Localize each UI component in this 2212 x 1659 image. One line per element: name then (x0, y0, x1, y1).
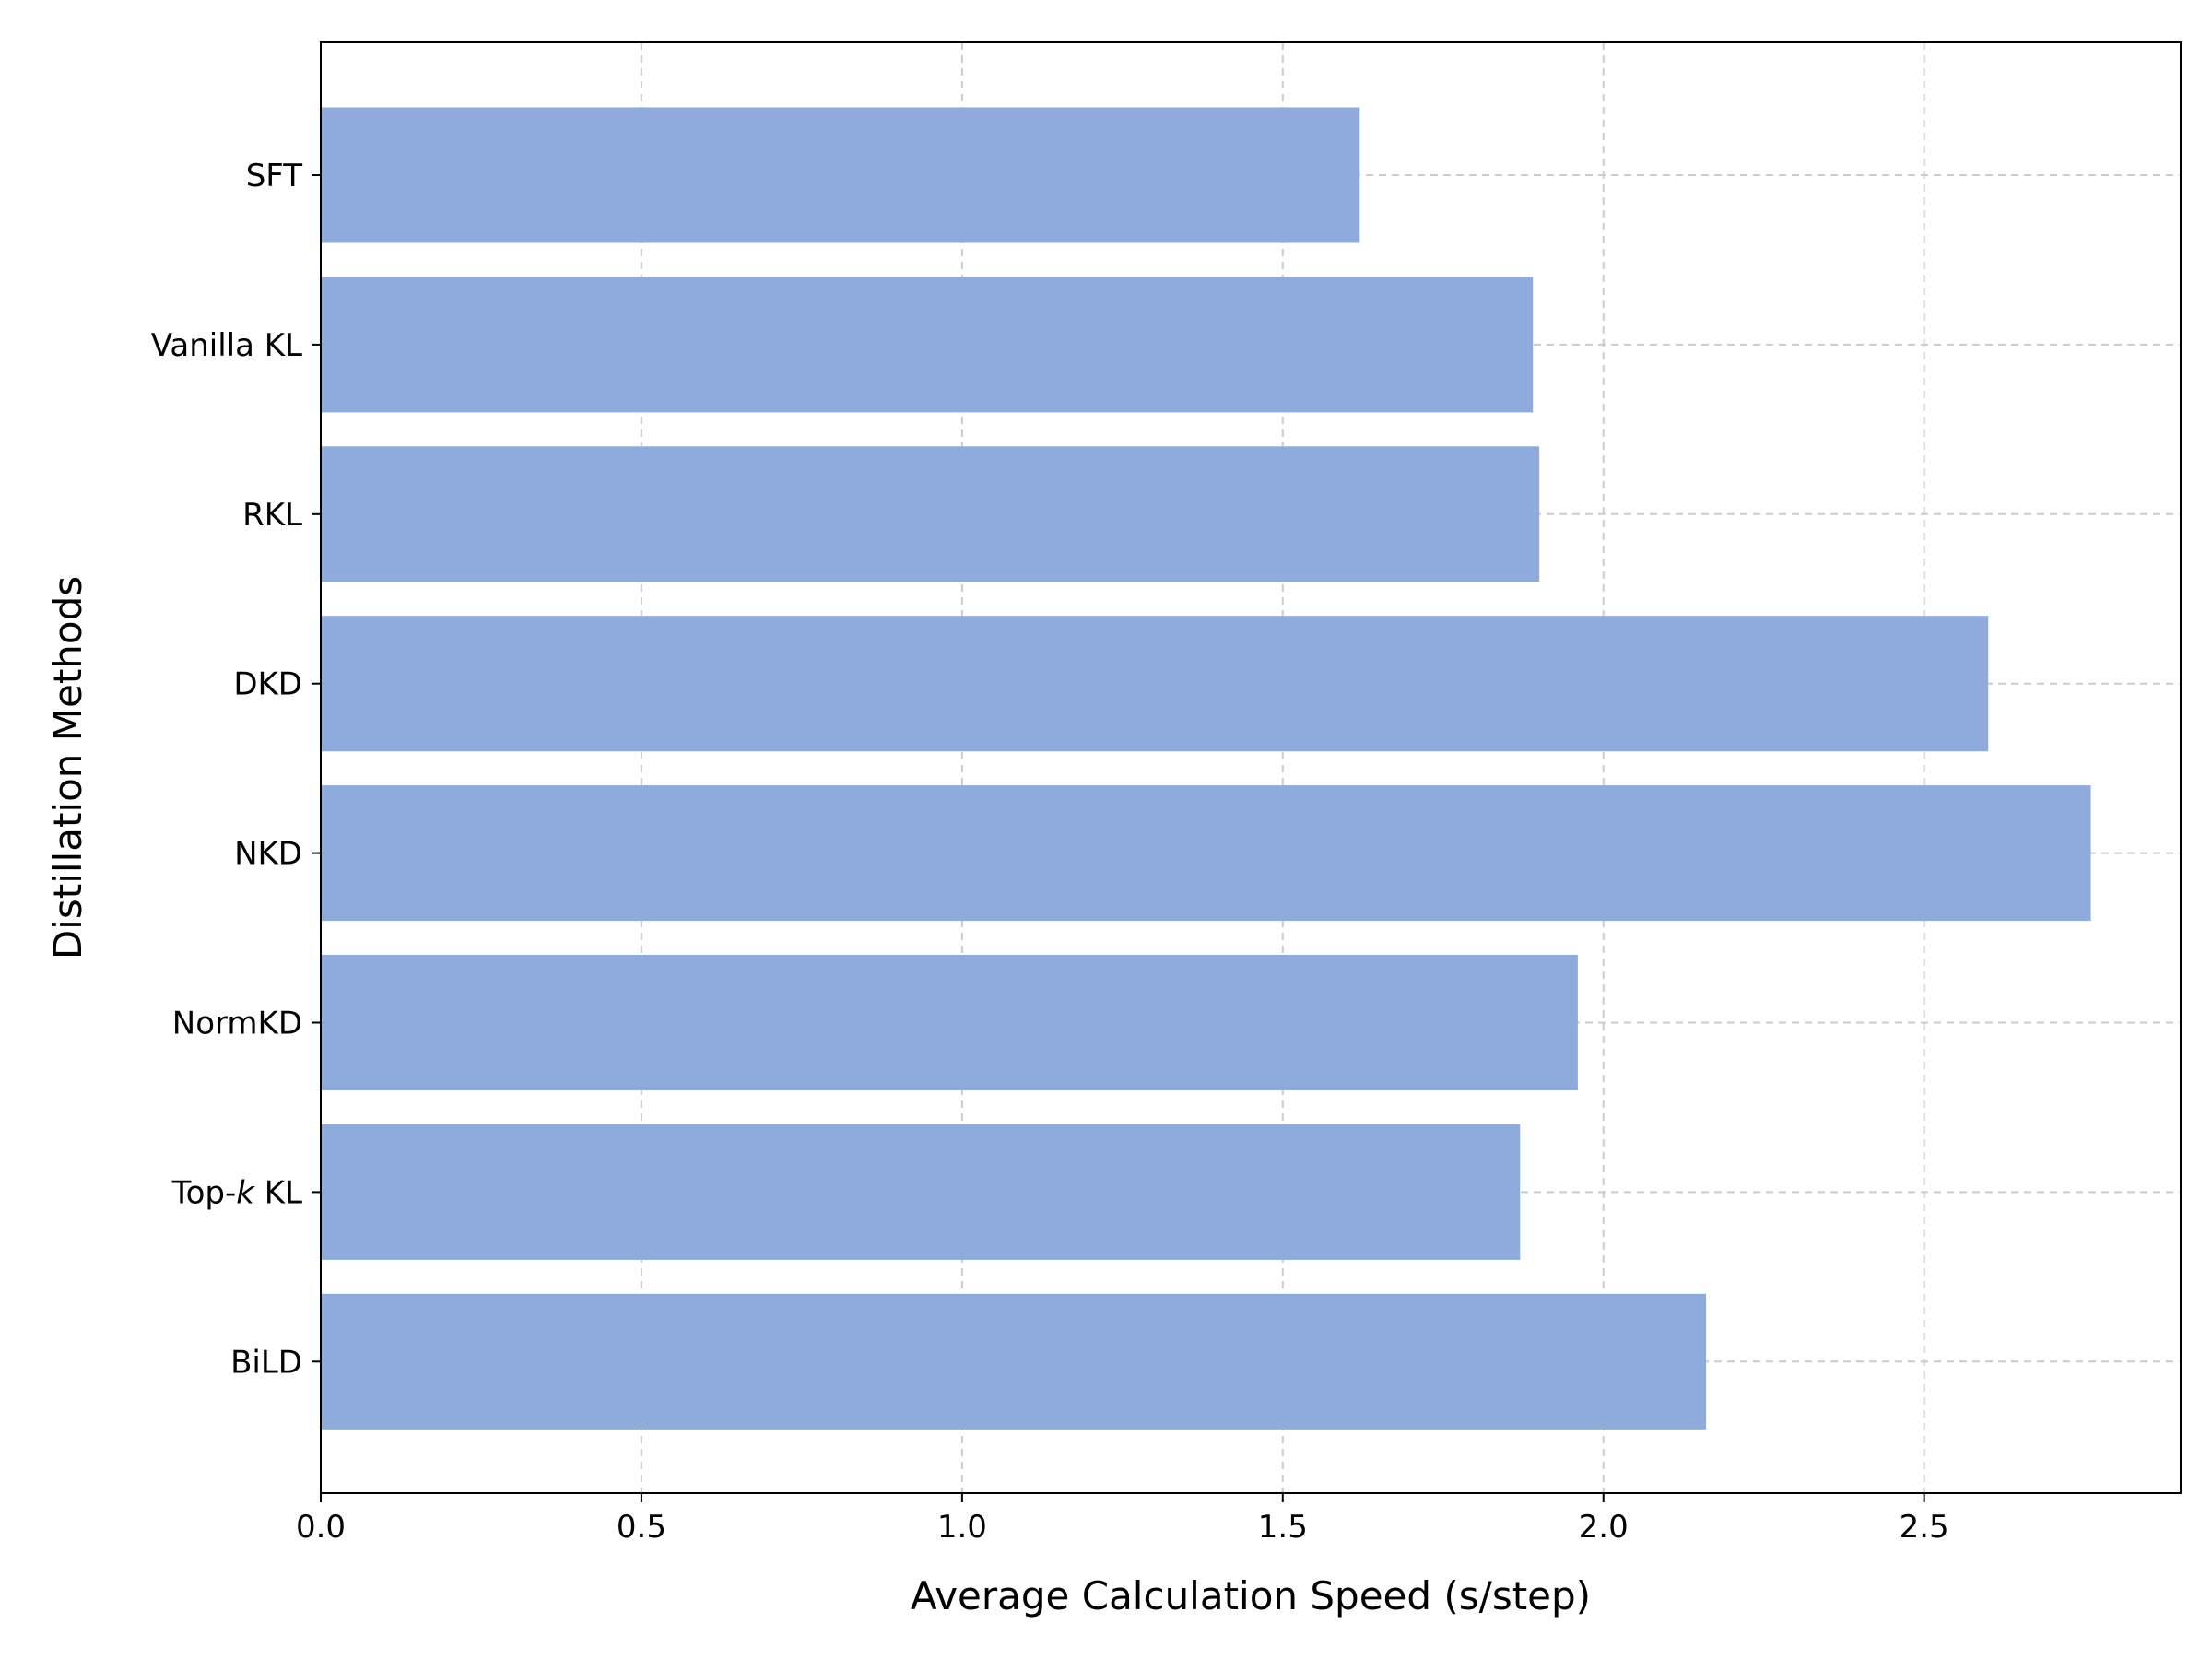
y-axis-title: Distillation Methods (45, 576, 90, 959)
grid-layer (320, 42, 2181, 1493)
x-tick-label: 0.0 (296, 1509, 346, 1546)
y-tick-label: NormKD (172, 1006, 302, 1042)
y-tick-label-part: BiLD (230, 1344, 302, 1381)
y-tick-label-part: DKD (233, 666, 302, 703)
tick-layer: 0.0 0.5 1.0 1.5 2.0 2.5 SFT Vanilla KL RKL DKD NKD… (151, 158, 1949, 1546)
y-tick-label-part: KL (254, 1174, 302, 1211)
bar-nkd (321, 785, 2091, 922)
x-tick-label: 2.0 (1579, 1509, 1629, 1546)
y-tick-label-part: RKL (242, 497, 302, 534)
bar-top-k-kl (321, 1124, 1521, 1260)
y-tick-label-part: SFT (246, 158, 303, 194)
bar-layer (321, 107, 2091, 1430)
x-axis-title: Average Calculation Speed (s/step) (911, 1573, 1591, 1618)
y-tick-label: Top-k KL (171, 1174, 302, 1211)
y-tick-label: SFT (246, 158, 303, 194)
bar-bild (321, 1293, 1707, 1430)
y-tick-label: DKD (233, 666, 302, 703)
x-tick-label: 2.5 (1900, 1509, 1949, 1546)
x-tick-label: 1.0 (937, 1509, 987, 1546)
x-tick-label: 1.5 (1258, 1509, 1308, 1546)
plot-frame (320, 41, 2182, 1494)
y-tick-label: BiLD (230, 1344, 302, 1381)
bar-dkd (321, 616, 1989, 752)
bar-normkd (321, 955, 1578, 1090)
y-tick-label-part: k (236, 1174, 255, 1211)
bar-vanilla-kl (321, 276, 1534, 413)
bar-sft (321, 107, 1360, 243)
bar-rkl (321, 446, 1540, 582)
y-tick-label: RKL (242, 497, 302, 534)
y-tick-label-part: Top- (171, 1174, 237, 1211)
y-tick-label: Vanilla KL (151, 327, 302, 364)
y-tick-label-part: NKD (234, 836, 302, 873)
y-tick-label-part: NormKD (172, 1006, 302, 1042)
x-tick-label: 0.5 (617, 1509, 666, 1546)
y-tick-label-part: Vanilla KL (151, 327, 302, 364)
y-tick-label: NKD (234, 836, 302, 873)
